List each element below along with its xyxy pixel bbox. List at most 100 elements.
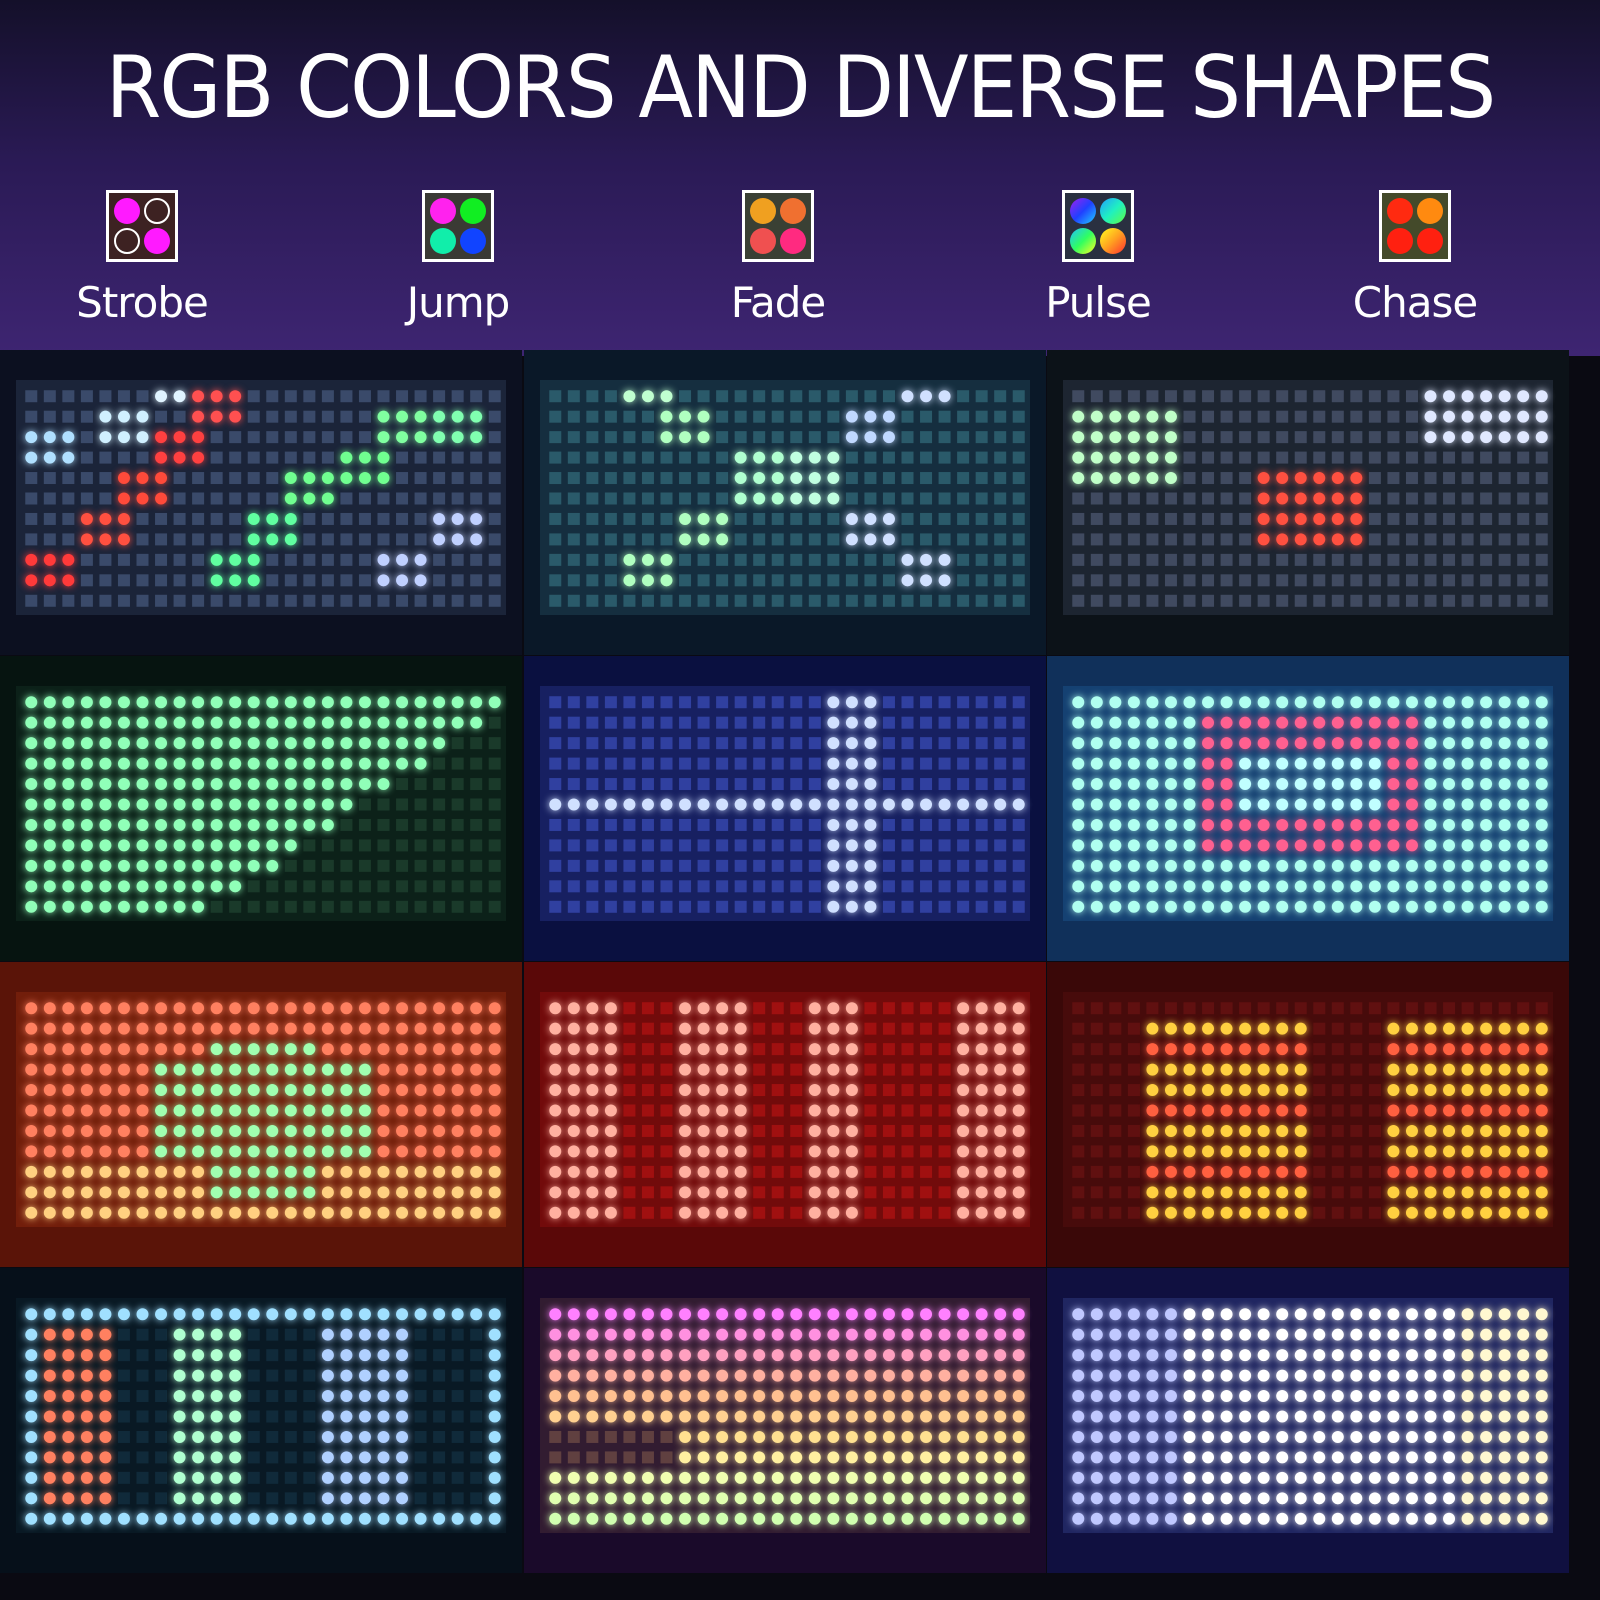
led [586,1430,599,1443]
led [173,1308,186,1321]
led [1387,553,1400,566]
led [1127,1206,1140,1219]
led [1294,859,1307,872]
led [604,757,617,770]
led [1498,533,1511,546]
led [734,1002,747,1015]
led [623,410,636,423]
led [80,1124,93,1137]
led [266,880,279,893]
led [1146,880,1159,893]
led [1090,839,1103,852]
led [1294,1492,1307,1505]
led [1480,696,1493,709]
led [1405,798,1418,811]
led [549,859,562,872]
led [1424,737,1437,750]
led [1368,1104,1381,1117]
led [808,1492,821,1505]
led [433,900,446,913]
led [975,492,988,505]
led [99,431,112,444]
led [173,1430,186,1443]
led [1350,574,1363,587]
led [266,1002,279,1015]
led [340,1022,353,1035]
led [808,512,821,525]
led [1535,1002,1548,1015]
led [1090,1390,1103,1403]
led [1387,737,1400,750]
led [80,574,93,587]
led [549,880,562,893]
led [734,1124,747,1137]
led [882,1328,895,1341]
led [1127,1002,1140,1015]
led [1443,553,1456,566]
led [920,839,933,852]
led [1183,431,1196,444]
led [117,737,130,750]
led [43,1165,56,1178]
led [1294,1451,1307,1464]
led [1276,594,1289,607]
led [247,1022,260,1035]
led [1072,492,1085,505]
led [1313,1328,1326,1341]
led [1368,1084,1381,1097]
led [1146,1124,1159,1137]
led [192,574,205,587]
led [247,1124,260,1137]
led [1517,1451,1530,1464]
led [136,553,149,566]
led [1220,594,1233,607]
led [1220,1022,1233,1035]
led [827,1002,840,1015]
led [321,737,334,750]
led [43,1492,56,1505]
led [414,716,427,729]
led [136,1165,149,1178]
led [957,1492,970,1505]
led [641,431,654,444]
led [1368,818,1381,831]
led [284,1451,297,1464]
led [716,1451,729,1464]
led [1257,818,1270,831]
led [229,1328,242,1341]
led [567,818,580,831]
led [1012,880,1025,893]
led [1276,1043,1289,1056]
led [1239,1104,1252,1117]
led [549,737,562,750]
led [1480,1451,1493,1464]
led [247,1206,260,1219]
led [396,574,409,587]
led [470,1308,483,1321]
led [321,798,334,811]
led [753,1430,766,1443]
led [1072,1369,1085,1382]
led [623,839,636,852]
led [192,410,205,423]
led [697,431,710,444]
led [1146,1410,1159,1423]
led [1313,778,1326,791]
led [808,1410,821,1423]
led [470,1186,483,1199]
led [210,1512,223,1525]
led [1294,1043,1307,1056]
led [1405,1186,1418,1199]
led [303,431,316,444]
led [1424,1084,1437,1097]
led [1183,880,1196,893]
led [604,1124,617,1137]
led [957,1369,970,1382]
led [1090,1430,1103,1443]
led [827,431,840,444]
led [43,1206,56,1219]
led [136,431,149,444]
led [470,1145,483,1158]
led [1368,696,1381,709]
led [604,472,617,485]
